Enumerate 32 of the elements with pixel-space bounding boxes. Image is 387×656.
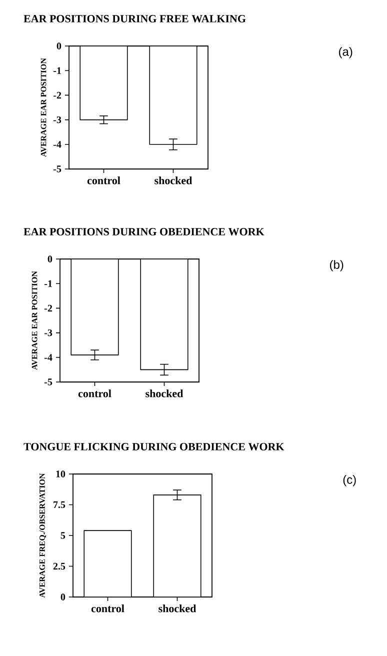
y-tick-label: -3 [53, 116, 62, 124]
y-tick-label: 5 [60, 532, 66, 539]
chart-title: EAR POSITIONS DURING OBEDIENCE WORK [24, 228, 264, 236]
x-tick-label: control [87, 176, 120, 184]
x-tick-label: control [91, 604, 124, 612]
y-tick-label: 0 [48, 256, 52, 262]
y-tick-label: 7.5 [54, 501, 66, 508]
text: (b) [330, 260, 344, 272]
y-tick-label: -2 [53, 92, 62, 99]
text: (a) [339, 47, 352, 58]
y-tick-label: -2 [44, 304, 52, 312]
y-tick-label: 0 [60, 594, 66, 600]
chart-title: TONGUE FLICKING DURING OBEDIENCE WORK [24, 443, 284, 450]
y-tick-label: -5 [44, 378, 52, 386]
y-axis-title: AVERAGE FREQ./OBSERVATION [40, 473, 46, 598]
y-tick-label: 2.5 [53, 562, 66, 570]
y-tick-label: -4 [53, 141, 62, 148]
y-tick-label: 0 [56, 42, 62, 50]
y-tick-label: -3 [44, 329, 52, 336]
y-tick-label: -1 [53, 67, 61, 74]
chart-title: EAR POSITIONS DURING FREE WALKING [24, 15, 246, 22]
x-tick-label: shocked [154, 176, 192, 184]
y-tick-label: -4 [44, 354, 52, 361]
x-tick-label: control [78, 390, 112, 398]
text: (c) [343, 475, 356, 486]
x-tick-label: shocked [158, 604, 196, 612]
y-axis-title: AVERAGE EAR POSITION [32, 271, 38, 370]
y-tick-label: -5 [53, 166, 62, 172]
x-tick-label: shocked [146, 390, 184, 398]
y-axis-title: AVERAGE EAR POSITION [40, 58, 46, 157]
y-tick-label: 10 [56, 470, 66, 478]
y-tick-label: -1 [44, 280, 52, 287]
